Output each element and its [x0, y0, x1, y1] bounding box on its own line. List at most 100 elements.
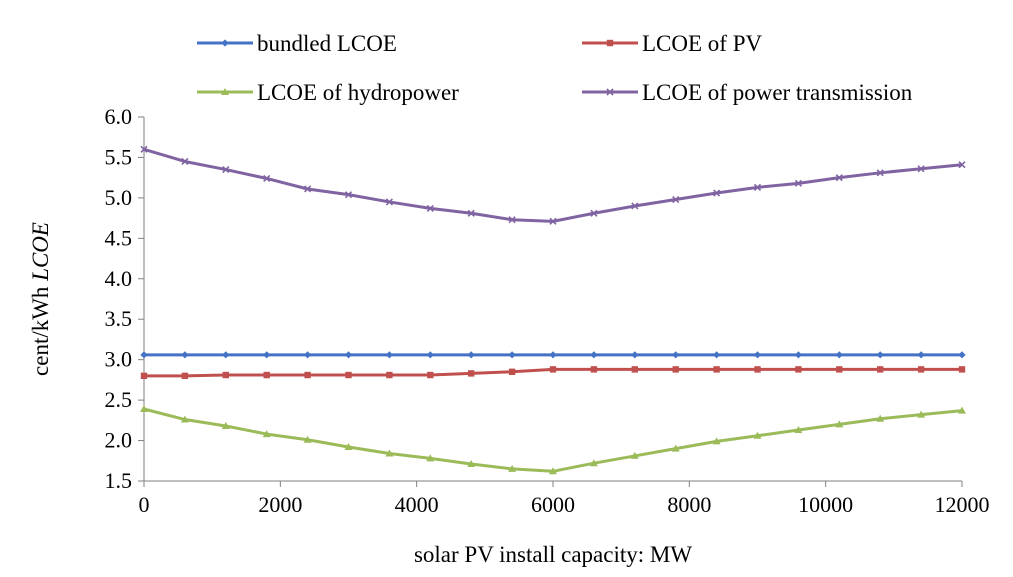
y-tick-label: 3.0 — [105, 347, 133, 372]
data-point-triangle — [753, 431, 762, 439]
data-point-diamond — [631, 351, 639, 359]
x-tick-label: 8000 — [667, 492, 711, 517]
data-point-square — [754, 366, 761, 373]
data-point-x-stroke — [385, 198, 393, 206]
data-point-diamond — [549, 351, 557, 359]
data-point-x-stroke — [344, 191, 353, 199]
data-point-square — [672, 366, 679, 373]
data-point-triangle — [385, 449, 394, 457]
data-point-triangle — [221, 421, 230, 429]
data-point-diamond — [794, 351, 802, 359]
data-point-x-stroke — [631, 202, 639, 210]
data-point-x — [467, 209, 475, 217]
data-point-square — [877, 366, 884, 373]
data-point-square — [345, 371, 352, 379]
legend-entry: LCOE of PV — [582, 31, 763, 56]
data-point-x — [958, 161, 966, 169]
data-point-triangle — [467, 460, 476, 468]
data-point-triangle — [180, 415, 189, 423]
legend: bundled LCOE LCOE of PV LCOE of hydropower… — [197, 31, 913, 105]
data-point-x-stroke — [672, 195, 680, 204]
y-axis-title-prefix: cent/kWh — [28, 281, 53, 376]
data-point-x-stroke — [426, 204, 434, 212]
y-tick-label: 3.5 — [105, 306, 133, 331]
plot-area — [140, 145, 966, 475]
data-point-x — [876, 169, 884, 177]
data-point-square — [427, 371, 434, 379]
data-point-x — [794, 179, 802, 187]
data-point-x-stroke — [753, 183, 762, 191]
data-point-triangle — [140, 405, 148, 413]
legend-entry: LCOE of hydropower — [197, 80, 459, 105]
data-point-x — [181, 157, 189, 166]
y-tick-label: 1.5 — [105, 468, 133, 493]
data-point-x-stroke — [181, 157, 189, 166]
legend-label: bundled LCOE — [257, 31, 397, 56]
data-point-x-stroke — [304, 185, 312, 193]
data-point-triangle — [794, 426, 803, 434]
series-lcoe-of-hydropower — [140, 405, 966, 475]
data-point-triangle — [262, 430, 271, 438]
data-point-diamond — [140, 351, 148, 359]
data-point-diamond — [181, 351, 189, 359]
data-point-diamond — [590, 351, 598, 359]
data-point-x-stroke — [606, 88, 614, 96]
series-bundled-lcoe — [140, 351, 966, 359]
data-point-square — [713, 366, 720, 373]
data-point-diamond — [958, 351, 966, 359]
data-point-diamond — [426, 351, 434, 359]
data-point-square — [590, 366, 598, 373]
y-tick-label: 5.5 — [105, 144, 133, 169]
data-point-x-stroke — [713, 189, 721, 197]
data-point-diamond — [672, 351, 680, 359]
data-point-diamond — [713, 351, 721, 359]
data-point-triangle — [876, 414, 885, 422]
data-point-diamond — [304, 351, 312, 359]
legend-label: LCOE of PV — [642, 31, 763, 56]
legend-entry: bundled LCOE — [197, 31, 397, 56]
x-tick-label: 6000 — [531, 492, 575, 517]
data-point-x-stroke — [549, 217, 557, 225]
data-point-triangle — [917, 410, 926, 418]
data-point-x — [140, 145, 148, 153]
y-tick-label: 4.5 — [105, 225, 133, 250]
data-point-triangle — [630, 451, 639, 459]
data-point-square — [140, 372, 148, 380]
y-axis-title-italic: LCOE — [28, 222, 53, 282]
legend-label: LCOE of hydropower — [257, 80, 459, 105]
data-point-square — [549, 366, 557, 373]
data-point-square — [181, 372, 189, 380]
data-point-diamond — [508, 351, 516, 359]
data-point-square — [606, 39, 614, 47]
data-point-x-stroke — [140, 145, 148, 153]
data-point-x — [590, 209, 598, 217]
data-point-x-stroke — [508, 216, 516, 224]
legend-label: LCOE of power transmission — [642, 80, 913, 105]
legend-entry: LCOE of power transmission — [582, 80, 913, 105]
data-point-diamond — [917, 351, 925, 359]
data-point-x — [344, 191, 353, 199]
data-point-triangle — [344, 443, 353, 451]
data-point-x — [606, 88, 614, 96]
series-line — [143, 147, 963, 223]
series-line — [143, 407, 963, 473]
data-point-diamond — [876, 351, 884, 359]
series-lcoe-of-power-transmission — [140, 145, 966, 225]
y-axis-title: cent/kWh LCOE — [28, 222, 53, 376]
data-point-square — [836, 366, 843, 373]
data-point-diamond — [835, 351, 843, 359]
x-axis-title: solar PV install capacity: MW — [414, 542, 692, 567]
x-tick-label: 0 — [139, 492, 150, 517]
data-point-square — [958, 366, 966, 373]
data-point-triangle — [508, 464, 517, 472]
data-point-x-stroke — [917, 165, 925, 173]
x-tick-label: 12000 — [935, 492, 990, 517]
data-point-x — [426, 204, 434, 212]
data-point-square — [468, 370, 475, 377]
data-point-diamond — [753, 351, 762, 359]
x-tick-label: 2000 — [258, 492, 302, 517]
data-point-x-stroke — [263, 174, 271, 183]
y-tick-label: 2.0 — [105, 428, 133, 453]
data-point-x-stroke — [590, 209, 598, 217]
